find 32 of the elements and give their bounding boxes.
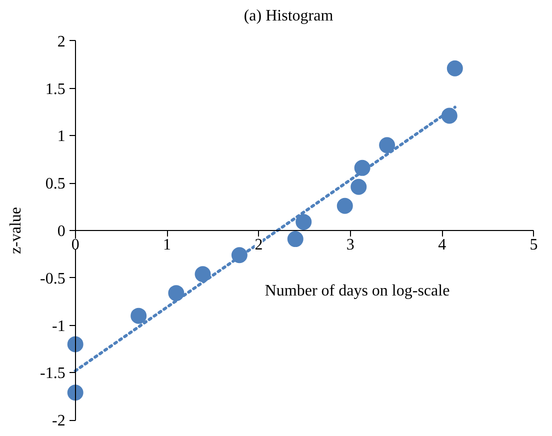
y-tick-label: 1.5 <box>45 80 66 98</box>
x-tick-label: 0 <box>71 236 80 254</box>
point <box>231 247 248 264</box>
point <box>130 308 147 324</box>
point <box>168 285 184 302</box>
point <box>441 108 458 124</box>
x-tick-label: 5 <box>530 236 538 254</box>
chart-title: (a) Histogram <box>244 8 334 24</box>
y-tick-label: -0.5 <box>40 270 66 288</box>
point <box>67 384 84 401</box>
point <box>379 137 396 154</box>
point <box>67 336 84 352</box>
y-tick-label: 1 <box>57 128 66 146</box>
point <box>446 60 463 76</box>
point <box>354 160 370 176</box>
y-tick-label: -1.5 <box>40 365 66 382</box>
x-tick-label: 3 <box>346 236 354 254</box>
x-tick-label: 1 <box>163 236 172 254</box>
y-tick-label: 0.5 <box>45 176 66 193</box>
y-axis-title: z-value <box>8 206 24 254</box>
point <box>350 178 367 195</box>
x-axis-title: Number of days on log-scale <box>264 282 450 300</box>
x-tick-label: 2 <box>254 236 263 254</box>
point <box>296 214 312 230</box>
x-tick-label: 4 <box>438 236 446 254</box>
y-tick-label: 0 <box>57 223 66 240</box>
y-tick-label: 2 <box>57 33 66 50</box>
y-tick-label: -2 <box>52 412 66 430</box>
point <box>287 231 304 248</box>
point <box>336 198 353 214</box>
y-tick-label: -1 <box>52 318 66 335</box>
point <box>194 266 211 282</box>
